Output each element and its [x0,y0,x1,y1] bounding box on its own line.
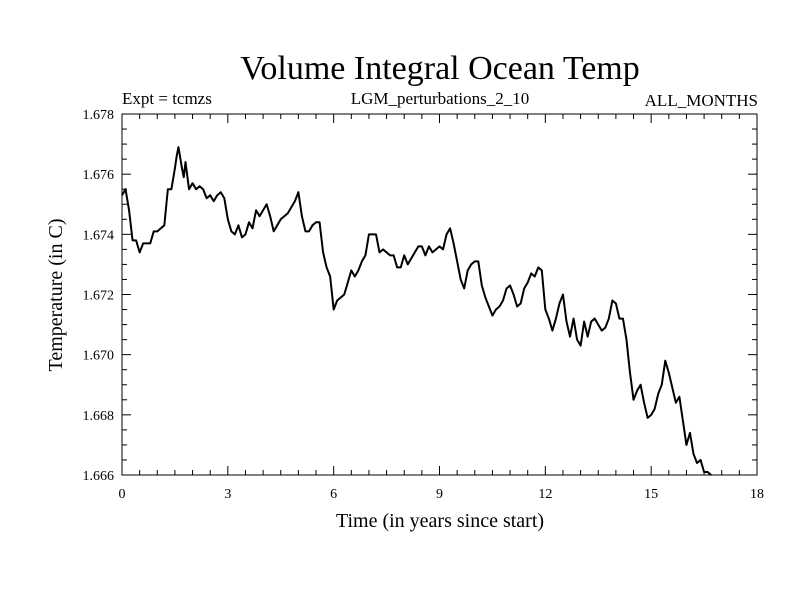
axis-ticks [121,113,758,476]
y-axis-label: Temperature (in C) [45,219,67,372]
chart-title: Volume Integral Ocean Temp [240,50,640,87]
y-tick-label: 1.672 [83,289,115,304]
x-tick-label: 12 [538,487,552,502]
y-tick-label: 1.668 [83,409,115,424]
y-tick-label: 1.666 [83,469,115,484]
y-tick-label: 1.676 [83,168,115,183]
x-tick-label: 6 [330,487,337,502]
series-group [121,146,712,476]
y-tick-labels: 1.666 1.668 1.670 1.672 1.674 1.676 1.678 [83,108,115,484]
x-tick-label: 3 [224,487,231,502]
x-tick-label: 18 [750,487,764,502]
experiment-name: LGM_perturbations_2_10 [351,89,529,108]
y-tick-label: 1.674 [83,228,115,243]
x-tick-label: 0 [119,487,126,502]
x-tick-label: 15 [644,487,658,502]
y-tick-label: 1.670 [83,349,115,364]
temperature-series-line [121,146,712,476]
y-tick-label: 1.678 [83,108,115,123]
x-tick-labels: 0 3 6 9 12 15 18 [119,487,765,502]
months-label: ALL_MONTHS [645,91,758,110]
x-axis-label: Time (in years since start) [336,510,544,532]
plot-frame [121,113,758,476]
experiment-label: Expt = tcmzs [122,89,212,108]
x-tick-label: 9 [436,487,443,502]
